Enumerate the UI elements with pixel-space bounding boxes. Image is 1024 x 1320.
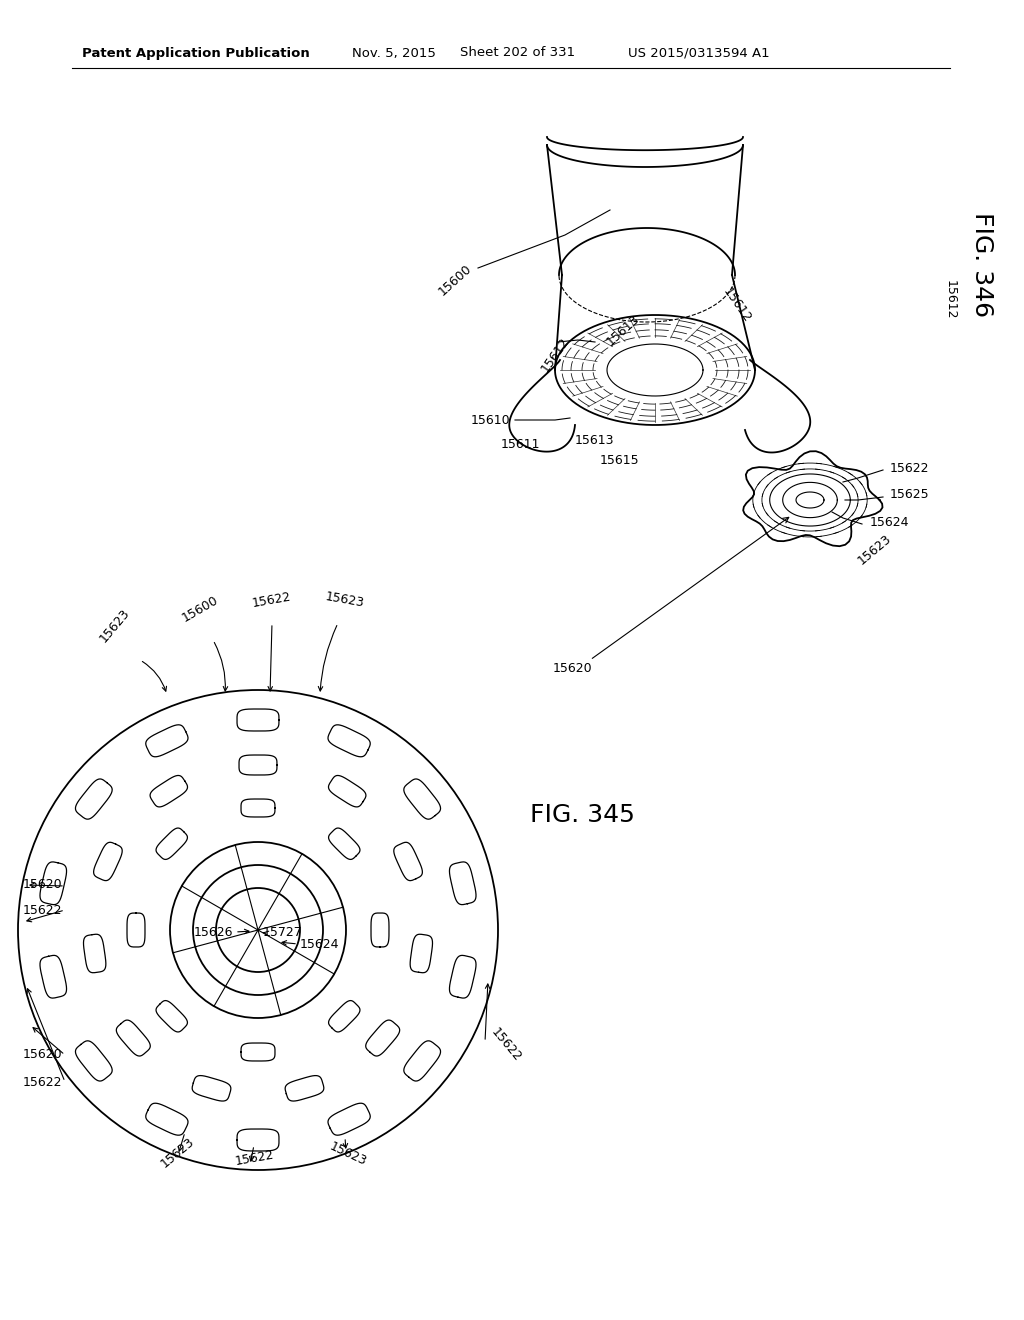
- Text: Sheet 202 of 331: Sheet 202 of 331: [460, 46, 575, 59]
- Text: 15622: 15622: [234, 1148, 275, 1168]
- Text: 15727: 15727: [263, 927, 303, 940]
- Text: 15615: 15615: [600, 454, 640, 466]
- Text: 15622: 15622: [488, 1026, 523, 1064]
- Text: 15622: 15622: [890, 462, 930, 474]
- Text: 15623: 15623: [159, 1135, 198, 1171]
- Text: 15610: 15610: [470, 413, 510, 426]
- Text: 15625: 15625: [890, 488, 930, 502]
- Text: 15623: 15623: [855, 532, 894, 568]
- Text: 15624: 15624: [300, 939, 340, 952]
- Text: 15623: 15623: [325, 590, 366, 610]
- Text: 15622: 15622: [23, 903, 62, 916]
- Text: 15620: 15620: [552, 661, 592, 675]
- Text: Nov. 5, 2015: Nov. 5, 2015: [352, 46, 436, 59]
- Text: 15612: 15612: [539, 335, 571, 375]
- Text: 15613: 15613: [575, 433, 614, 446]
- Text: 15612: 15612: [720, 285, 754, 325]
- Text: 15600: 15600: [179, 594, 220, 624]
- Text: 15600: 15600: [436, 261, 474, 298]
- Text: US 2015/0313594 A1: US 2015/0313594 A1: [628, 46, 770, 59]
- Text: 15623: 15623: [328, 1140, 369, 1168]
- Text: 15611: 15611: [501, 438, 540, 451]
- Text: FIG. 345: FIG. 345: [530, 803, 635, 828]
- Text: 15624: 15624: [870, 516, 909, 528]
- Text: 15623: 15623: [97, 606, 133, 645]
- Text: 15620: 15620: [23, 879, 62, 891]
- Text: 15622: 15622: [23, 1076, 62, 1089]
- Text: 15612: 15612: [943, 280, 956, 319]
- Text: FIG. 346: FIG. 346: [970, 213, 994, 318]
- Circle shape: [18, 690, 498, 1170]
- Text: 15622: 15622: [252, 590, 293, 610]
- Text: 15626: 15626: [194, 925, 233, 939]
- Text: Patent Application Publication: Patent Application Publication: [82, 46, 309, 59]
- Text: 15613: 15613: [604, 312, 642, 348]
- Text: 15620: 15620: [23, 1048, 62, 1061]
